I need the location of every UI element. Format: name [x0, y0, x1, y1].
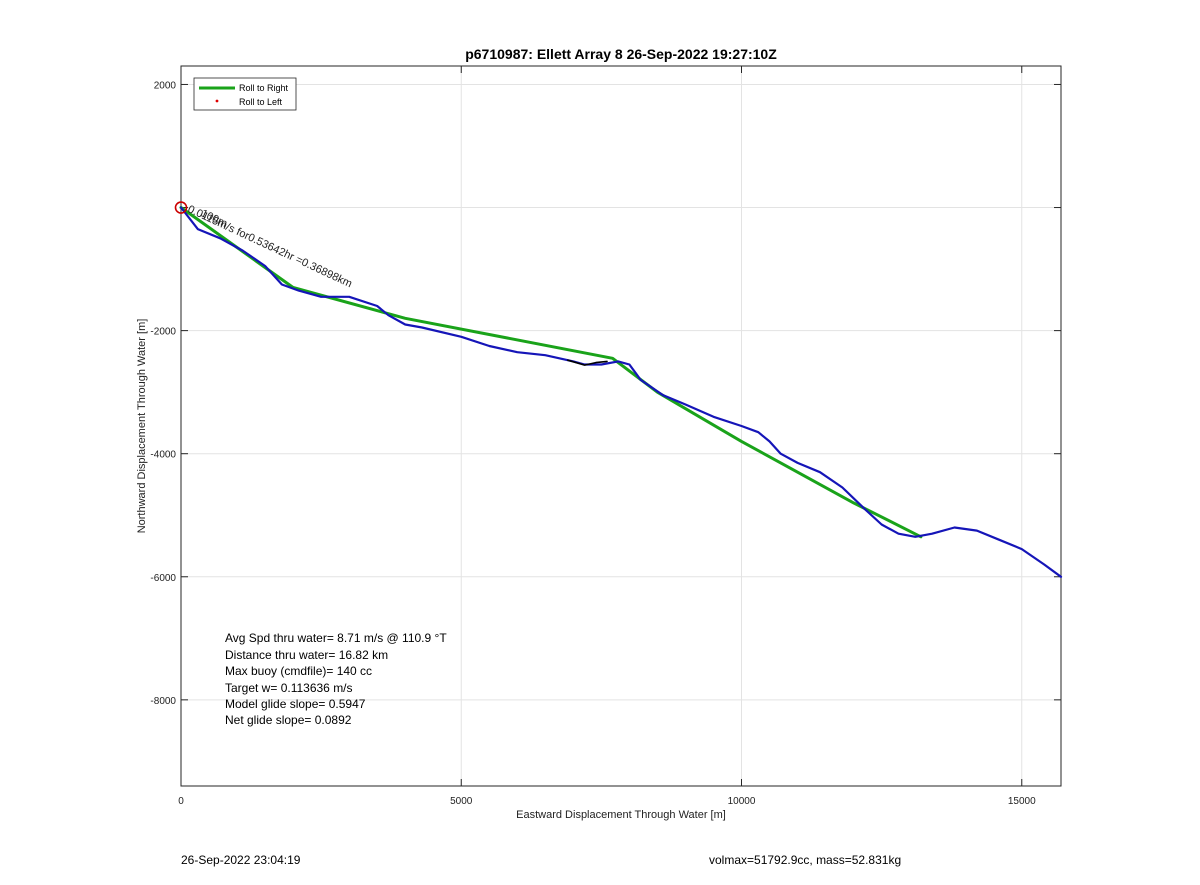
x-tick-label: 15000 [1008, 796, 1036, 807]
x-tick-label: 5000 [450, 796, 473, 807]
y-tick-label: -2000 [150, 327, 176, 338]
x-tick-label: 10000 [728, 796, 756, 807]
axis-ticks: 0 5000 10000 15000 2000 -2000 -4000 -6000 -8000 [150, 66, 1061, 807]
stat-max-buoy: Max buoy (cmdfile)= 140 cc [225, 664, 372, 678]
footer-timestamp: 26-Sep-2022 23:04:19 [181, 853, 301, 867]
x-tick-label: 0 [178, 796, 184, 807]
y-tick-label: -4000 [150, 450, 176, 461]
y-tick-label: 2000 [154, 80, 177, 91]
y-tick-label: -6000 [150, 573, 176, 584]
chart-title: p6710987: Ellett Array 8 26-Sep-2022 19:… [465, 46, 777, 62]
stat-target-w: Target w= 0.113636 m/s [225, 681, 353, 695]
series-line-2 [566, 359, 608, 366]
stat-avg-speed: Avg Spd thru water= 8.71 m/s @ 110.9 °T [225, 631, 447, 645]
stats-block: Avg Spd thru water= 8.71 m/s @ 110.9 °T … [225, 631, 447, 727]
x-axis-label: Eastward Displacement Through Water [m] [516, 809, 726, 821]
stat-net-glide: Net glide slope= 0.0892 [225, 713, 352, 727]
legend-label-roll-left: Roll to Left [239, 97, 283, 107]
start-marker [174, 201, 188, 214]
y-axis-label: Northward Displacement Through Water [m] [136, 319, 148, 534]
axes-frame [180, 65, 1062, 787]
legend-dot-roll-left [215, 99, 219, 103]
legend-label-roll-right: Roll to Right [239, 83, 289, 93]
series-line-1 [179, 206, 1063, 578]
legend: Roll to Right Roll to Left [193, 77, 297, 111]
legend-box [193, 77, 297, 111]
stat-distance: Distance thru water= 16.82 km [225, 648, 388, 662]
y-tick-label: -8000 [150, 696, 176, 707]
footer-summary: volmax=51792.9cc, mass=52.831kg [709, 853, 902, 867]
stat-model-glide: Model glide slope= 0.5947 [225, 697, 366, 711]
series-layer [174, 201, 1063, 578]
grid-lines [180, 66, 1061, 786]
